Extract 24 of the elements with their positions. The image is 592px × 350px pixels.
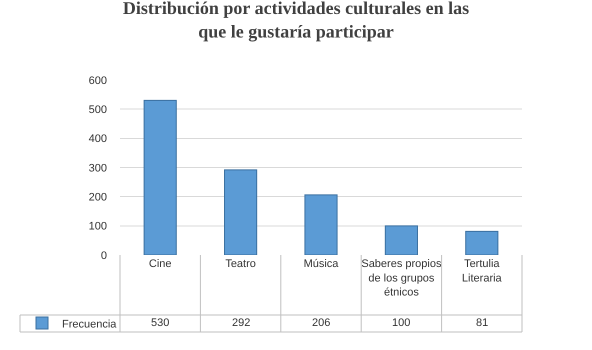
x-tick-label: Saberes propios de los grupos étnicos bbox=[361, 258, 442, 299]
bar bbox=[224, 169, 258, 255]
bar bbox=[304, 194, 338, 255]
data-label: 292 bbox=[232, 317, 250, 329]
data-label: 81 bbox=[476, 317, 488, 329]
y-tick-label: 500 bbox=[88, 104, 107, 116]
x-tick-label: Música bbox=[304, 258, 340, 270]
bar bbox=[465, 230, 498, 255]
bar bbox=[384, 225, 418, 255]
bar bbox=[144, 100, 177, 255]
x-tick-label: Cine bbox=[148, 258, 172, 270]
data-label: 206 bbox=[312, 317, 330, 329]
chart-title: Distribución por actividades culturales en las que le gustaría participar bbox=[122, 0, 470, 42]
y-tick-label: 600 bbox=[88, 74, 107, 87]
x-tick-label: Tertulia Literaria bbox=[462, 258, 503, 284]
data-label: 530 bbox=[151, 317, 170, 329]
x-tick-label: Teatro bbox=[225, 258, 256, 270]
legend-label: Frecuencia bbox=[62, 318, 118, 330]
y-tick-label: 300 bbox=[88, 162, 107, 174]
data-label: 100 bbox=[392, 317, 410, 329]
y-tick-label: 400 bbox=[88, 133, 107, 146]
y-tick-label: 0 bbox=[100, 250, 107, 262]
y-tick-label: 200 bbox=[88, 192, 107, 204]
y-tick-label: 100 bbox=[88, 220, 107, 233]
